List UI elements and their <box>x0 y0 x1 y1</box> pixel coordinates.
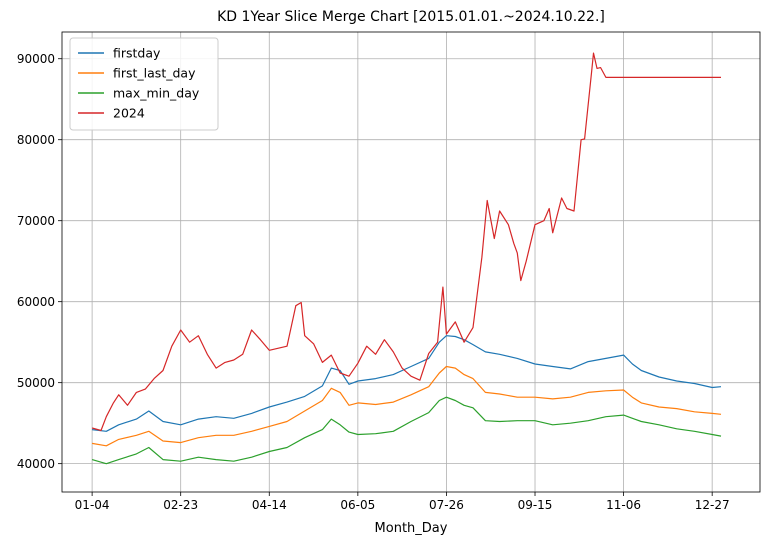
y-tick-label: 40000 <box>17 457 55 471</box>
legend: firstday first_last_day max_min_day 2024 <box>69 37 219 131</box>
x-axis-label: Month_Day <box>375 521 448 536</box>
y-axis-ticks: 40000 50000 60000 70000 80000 90000 <box>17 52 62 471</box>
x-tick-label: 04-14 <box>252 498 287 512</box>
series-line-first_last_day <box>92 365 722 447</box>
series-line-firstday <box>92 335 722 432</box>
x-tick-label: 07-26 <box>429 498 464 512</box>
legend-label: firstday <box>113 46 161 61</box>
x-tick-label: 02-23 <box>163 498 198 512</box>
y-tick-label: 50000 <box>17 376 55 390</box>
chart-title: KD 1Year Slice Merge Chart [2015.01.01.~… <box>217 9 605 25</box>
legend-label: max_min_day <box>113 86 200 101</box>
grid <box>62 32 760 492</box>
x-tick-label: 06-05 <box>340 498 375 512</box>
y-tick-label: 60000 <box>17 295 55 309</box>
plot-frame <box>61 31 761 493</box>
x-tick-label: 09-15 <box>518 498 553 512</box>
series-lines <box>91 52 722 465</box>
x-axis-ticks: 01-04 02-23 04-14 06-05 07-26 09-15 11-06 12-27 <box>75 492 730 512</box>
x-tick-label: 01-04 <box>75 498 110 512</box>
legend-label: 2024 <box>113 106 145 121</box>
legend-box <box>69 37 219 131</box>
y-tick-label: 90000 <box>17 52 55 66</box>
series-line-max_min_day <box>91 396 722 465</box>
legend-label: first_last_day <box>113 66 196 81</box>
y-tick-label: 70000 <box>17 214 55 228</box>
axes-frame <box>61 31 761 493</box>
x-tick-label: 12-27 <box>695 498 730 512</box>
series-line-2024 <box>91 52 721 432</box>
y-tick-label: 80000 <box>17 133 55 147</box>
x-tick-label: 11-06 <box>606 498 641 512</box>
